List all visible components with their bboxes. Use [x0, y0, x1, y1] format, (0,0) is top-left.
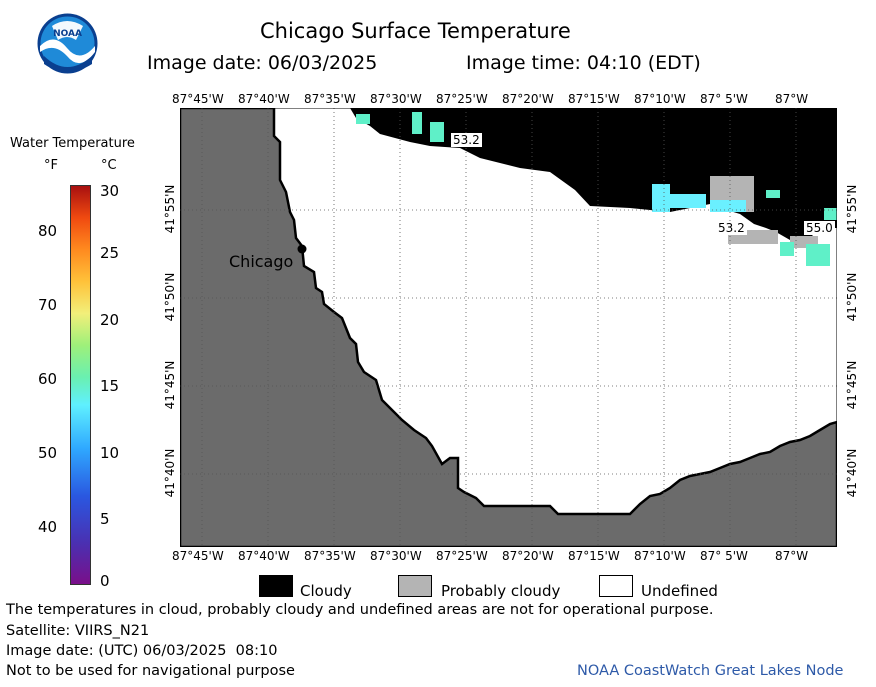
utc-date-text: Image date: (UTC) 06/03/2025 08:10 [6, 643, 278, 659]
lon-label: 87°W [775, 92, 809, 106]
lon-label: 87°20'W [502, 92, 554, 106]
f-tick-50: 50 [38, 444, 58, 462]
c-tick-20: 20 [100, 311, 120, 329]
land-area [180, 108, 837, 547]
logo-text: NOAA [53, 29, 82, 39]
colorbar-unit-f: °F [44, 158, 58, 173]
disclaimer-text: The temperatures in cloud, probably clou… [6, 602, 714, 618]
lon-label: 87°10'W [634, 549, 686, 563]
c-tick-15: 15 [100, 377, 120, 395]
lon-label: 87°30'W [370, 92, 422, 106]
image-date: Image date: 06/03/2025 [147, 52, 378, 74]
lat-label: 41°45'N [163, 360, 177, 410]
f-tick-70: 70 [38, 296, 58, 314]
water-temp-patch [824, 208, 837, 220]
water-temp-patch [766, 190, 780, 198]
image-time: Image time: 04:10 (EDT) [466, 52, 701, 74]
lon-label: 87° 5'W [700, 92, 748, 106]
lon-label: 87°35'W [304, 92, 356, 106]
c-tick-0: 0 [100, 572, 110, 590]
legend-swatch-cloudy [259, 575, 293, 597]
water-temp-patch [652, 184, 670, 212]
water-temp-patch [806, 244, 830, 266]
satellite-text: Satellite: VIIRS_N21 [6, 623, 150, 639]
lon-label: 87°W [775, 549, 809, 563]
legend-label-probably-cloudy: Probably cloudy [441, 582, 561, 600]
colorbar-unit-c: °C [101, 158, 117, 173]
water-temp-patch [356, 114, 370, 124]
lon-label: 87° 5'W [700, 549, 748, 563]
lat-label: 41°45'N [845, 360, 859, 410]
legend-swatch-undefined [599, 575, 633, 597]
water-temp-patch [430, 122, 444, 142]
legend-label-undefined: Undefined [641, 582, 718, 600]
legend-swatch-probably-cloudy [398, 575, 432, 597]
lon-label: 87°40'W [238, 549, 290, 563]
f-tick-40: 40 [38, 518, 58, 536]
temp-label: 55.0 [804, 221, 835, 235]
lon-label: 87°30'W [370, 549, 422, 563]
lon-label: 87°25'W [436, 549, 488, 563]
lon-label: 87°20'W [502, 549, 554, 563]
legend-label-cloudy: Cloudy [300, 582, 352, 600]
c-tick-30: 30 [100, 182, 120, 200]
lon-label: 87°25'W [436, 92, 488, 106]
water-temp-patch [710, 200, 746, 212]
lon-label: 87°45'W [172, 549, 224, 563]
colorbar-title: Water Temperature [10, 136, 135, 151]
c-tick-5: 5 [100, 510, 110, 528]
graticule [180, 108, 837, 547]
water-temp-patch [412, 112, 422, 134]
lon-label: 87°45'W [172, 92, 224, 106]
water-temp-patch [670, 194, 706, 208]
colorbar [70, 185, 91, 585]
lat-label: 41°40'N [163, 448, 177, 498]
lon-label: 87°10'W [634, 92, 686, 106]
chicago-marker [297, 244, 307, 254]
temp-label: 53.2 [451, 133, 482, 147]
f-tick-60: 60 [38, 370, 58, 388]
nav-warning-text: Not to be used for navigational purpose [6, 663, 295, 679]
lon-label: 87°35'W [304, 549, 356, 563]
noaa-logo: NOAA [36, 12, 99, 75]
credit-text: NOAA CoastWatch Great Lakes Node [577, 663, 844, 679]
lon-label: 87°15'W [568, 92, 620, 106]
lat-label: 41°50'N [845, 272, 859, 322]
sst-map [180, 108, 837, 547]
city-label: Chicago [229, 252, 294, 271]
lat-label: 41°50'N [163, 272, 177, 322]
c-tick-10: 10 [100, 444, 120, 462]
lon-label: 87°15'W [568, 549, 620, 563]
c-tick-25: 25 [100, 244, 120, 262]
f-tick-80: 80 [38, 222, 58, 240]
lat-label: 41°55'N [163, 184, 177, 234]
page-title: Chicago Surface Temperature [260, 19, 571, 43]
lon-label: 87°40'W [238, 92, 290, 106]
water-temp-patch [780, 242, 794, 256]
lat-label: 41°40'N [845, 448, 859, 498]
lat-label: 41°55'N [845, 184, 859, 234]
temp-label: 53.2 [716, 221, 747, 235]
